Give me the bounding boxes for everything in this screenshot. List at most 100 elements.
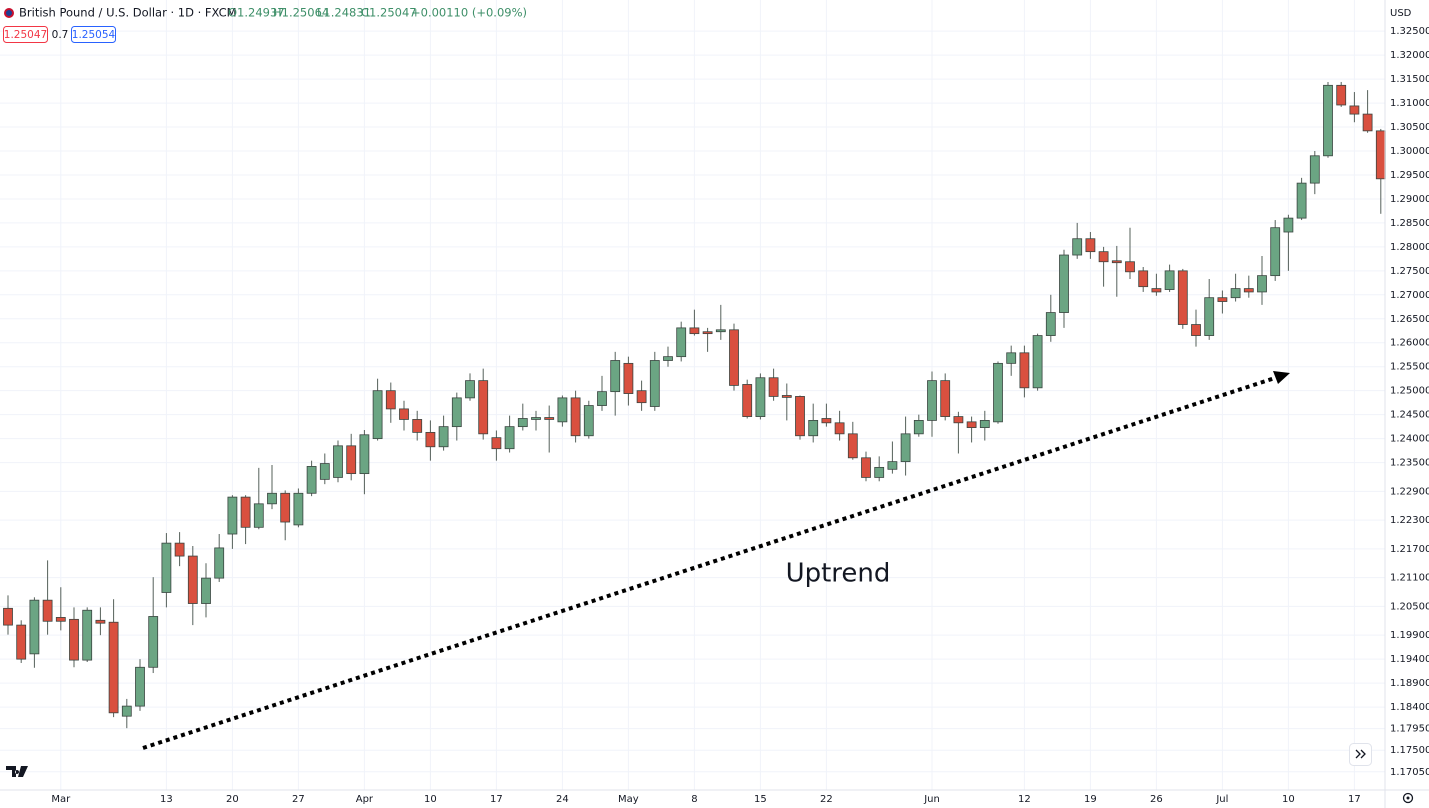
candle-body xyxy=(821,418,832,424)
x-tick-label: Jun xyxy=(923,794,940,805)
sell-box[interactable] xyxy=(3,26,48,43)
candle-body xyxy=(517,418,528,428)
y-tick-label: 1.32500 xyxy=(1390,26,1429,37)
y-tick-label: 1.26500 xyxy=(1390,314,1429,325)
candle-body xyxy=(201,577,211,604)
candle-body xyxy=(293,492,304,526)
x-tick-label: May xyxy=(618,794,639,805)
candle-body xyxy=(399,408,409,420)
candle-body xyxy=(267,492,277,505)
candle-body xyxy=(768,377,779,397)
candle-body xyxy=(1217,297,1228,302)
annotation: Uptrend xyxy=(786,559,891,589)
candle-body xyxy=(174,542,185,557)
x-tick-label: 12 xyxy=(1018,794,1031,805)
header: British Pound / U.S. Dollar · 1D · FXCM … xyxy=(3,6,527,43)
x-tick-label: 17 xyxy=(490,794,503,805)
currency[interactable]: USD xyxy=(1390,8,1412,19)
y-tick-label: 1.27500 xyxy=(1390,266,1429,277)
candles xyxy=(3,81,1386,729)
candle-body xyxy=(227,496,238,535)
scroll-icon[interactable] xyxy=(1355,749,1366,759)
candle-body xyxy=(636,390,647,404)
candle-body xyxy=(385,390,396,410)
y-tick-label: 1.26000 xyxy=(1390,338,1429,349)
trend-arrow xyxy=(142,371,1290,750)
candle-body xyxy=(29,599,40,655)
x-tick-label: 27 xyxy=(292,794,305,805)
candle-body xyxy=(1072,238,1083,256)
candle-body xyxy=(702,331,713,335)
legend-open: O1.24937 xyxy=(228,6,285,20)
candle-body xyxy=(504,426,515,450)
scroll-to-latest[interactable] xyxy=(1349,743,1372,766)
y-tick-label: 1.21100 xyxy=(1390,573,1429,584)
candle-body xyxy=(42,599,53,622)
y-tick-label: 1.30000 xyxy=(1390,146,1429,157)
y-tick-label: 1.29000 xyxy=(1390,194,1429,205)
x-tick-label: 15 xyxy=(754,794,767,805)
x-tick-label: 13 xyxy=(160,794,173,805)
candle-body xyxy=(1375,130,1386,180)
y-tick-label: 1.17050 xyxy=(1390,767,1429,778)
axes: 1.32500 1.32000 1.31500 1.31000 1.30500 1.300… xyxy=(51,26,1429,805)
y-tick-label: 1.31000 xyxy=(1390,98,1429,109)
candle-body xyxy=(781,395,792,398)
candle-body xyxy=(161,542,172,593)
candle-body xyxy=(1125,261,1135,273)
x-tick-label: 8 xyxy=(691,794,697,805)
settings[interactable] xyxy=(1402,792,1414,804)
candle-body xyxy=(69,618,79,661)
y-tick-label: 1.23500 xyxy=(1390,458,1429,469)
legend-change: +0.00110 (+0.09%) xyxy=(411,6,527,20)
scroll-button[interactable] xyxy=(1349,743,1372,766)
candle-body xyxy=(1257,275,1267,293)
candle-body xyxy=(966,421,977,428)
y-tick-label: 1.32000 xyxy=(1390,50,1429,61)
candle-body xyxy=(583,405,594,437)
candle-body xyxy=(755,377,766,417)
candle-body xyxy=(451,397,462,428)
x-tick-label: 19 xyxy=(1084,794,1097,805)
y-tick-label: 1.21700 xyxy=(1390,544,1429,555)
candle-body xyxy=(1032,335,1043,389)
candle-body xyxy=(425,431,436,448)
candle-body xyxy=(610,360,621,393)
candle-body xyxy=(993,362,1003,423)
candle-body xyxy=(121,705,132,717)
candle-body xyxy=(900,433,911,463)
candle-body xyxy=(663,356,673,361)
sell-price[interactable]: 1.25047 xyxy=(4,29,47,41)
x-tick-label: 24 xyxy=(556,794,569,805)
candle-body xyxy=(742,384,753,417)
candle-body xyxy=(570,397,581,437)
candle-body xyxy=(108,621,119,714)
candle-body xyxy=(1309,155,1320,184)
candle-body xyxy=(927,380,937,421)
candle-body xyxy=(1006,352,1017,364)
candle-body xyxy=(240,496,251,528)
y-tick-label: 1.28000 xyxy=(1390,242,1429,253)
candle-body xyxy=(979,420,990,428)
settings-icon[interactable] xyxy=(1402,792,1414,804)
candle-body xyxy=(372,390,383,440)
buy-price[interactable]: 1.25054 xyxy=(72,29,116,41)
candle-body xyxy=(1111,260,1122,264)
x-tick-label: 22 xyxy=(820,794,833,805)
candle-body xyxy=(3,607,13,626)
y-tick-label: 1.17500 xyxy=(1390,745,1429,756)
candle-body xyxy=(1270,227,1281,277)
logo xyxy=(6,766,28,777)
candle-body xyxy=(597,391,607,406)
symbol-icon-inner xyxy=(6,10,12,16)
candle-body xyxy=(1059,254,1069,313)
settings-icon-center[interactable] xyxy=(1406,796,1410,800)
buy-box[interactable] xyxy=(71,26,116,43)
arrow-line xyxy=(142,375,1279,750)
y-tick-label: 1.20500 xyxy=(1390,601,1429,612)
candle-body xyxy=(135,666,145,707)
candle-body xyxy=(1151,288,1162,293)
y-tick-label: 1.24500 xyxy=(1390,410,1429,421)
candle-body xyxy=(319,463,330,480)
candle-body xyxy=(412,419,423,433)
